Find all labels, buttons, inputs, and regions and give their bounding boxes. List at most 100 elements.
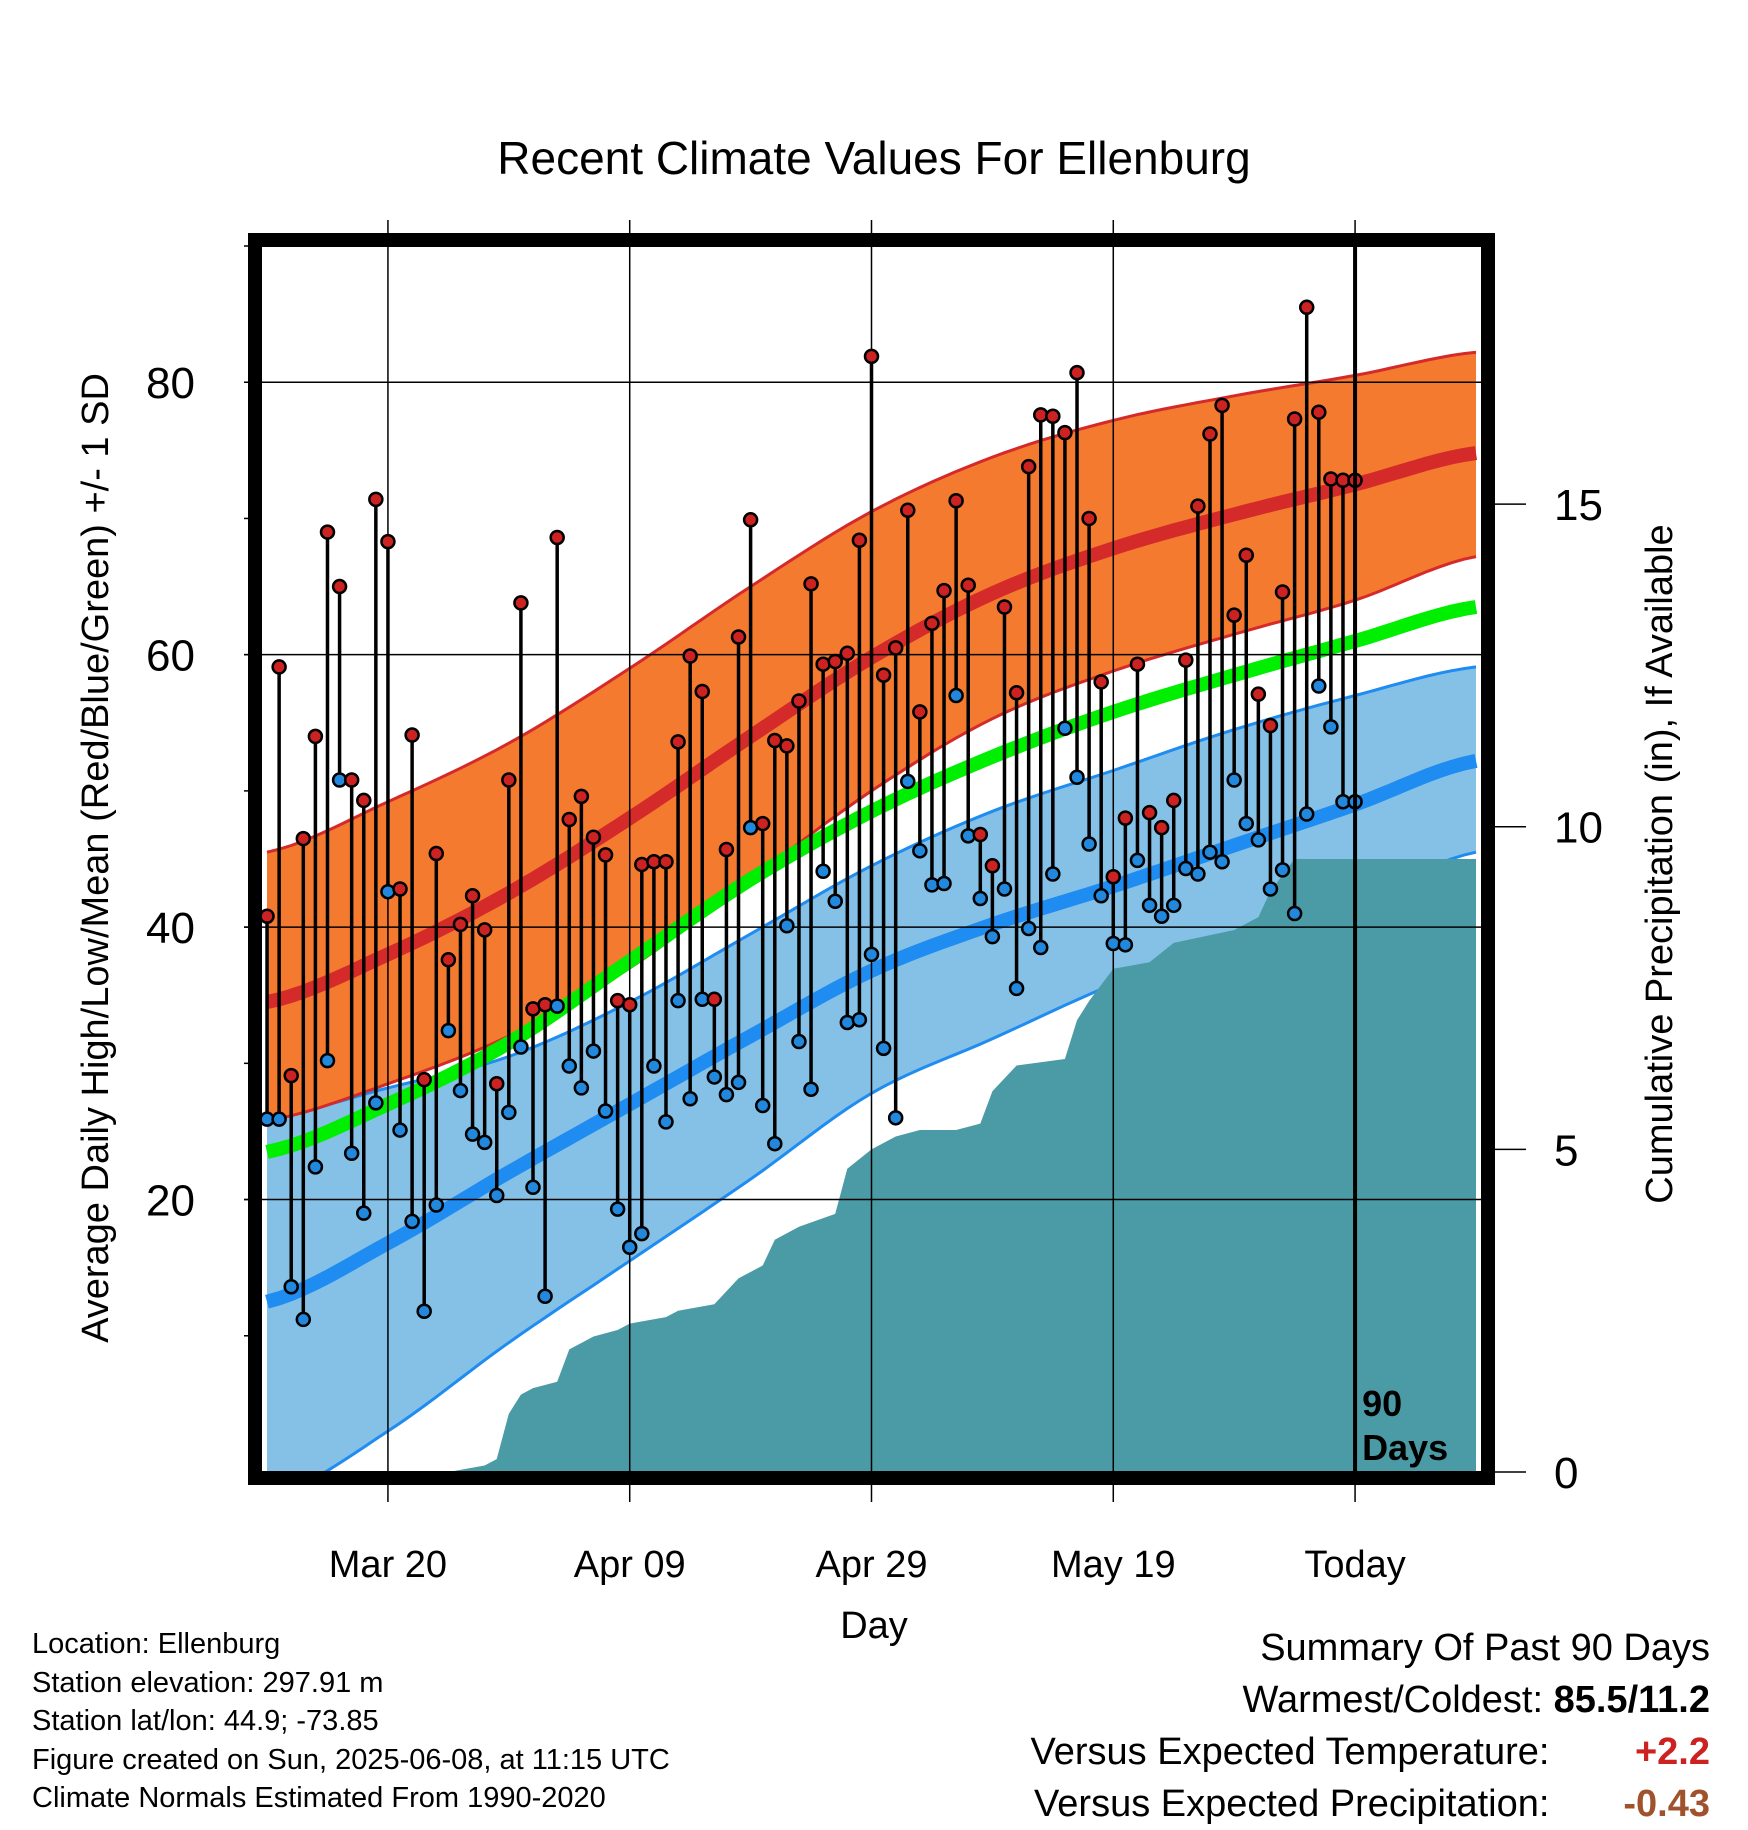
daily-high-point — [476, 922, 493, 938]
daily-low-point — [464, 1126, 481, 1142]
daily-low-point — [1250, 832, 1267, 848]
daily-high-point — [1020, 458, 1037, 475]
latlon-text: Station lat/lon: 44.9; -73.85 — [32, 1705, 379, 1737]
daily-low-point — [1214, 853, 1230, 870]
daily-low-point — [428, 1197, 445, 1213]
y-axis-label-left: Average Daily High/Low/Mean (Red/Blue/Gr… — [75, 373, 117, 1343]
daily-high-point — [356, 792, 372, 809]
daily-low-point — [343, 1145, 360, 1161]
daily-low-point — [791, 1033, 807, 1050]
daily-high-point — [585, 829, 602, 845]
daily-high-point — [1057, 424, 1073, 441]
x-axis-label: Day — [840, 1605, 908, 1647]
daily-low-point — [984, 928, 1001, 945]
daily-low-point — [718, 1086, 735, 1103]
created-text: Figure created on Sun, 2025-06-08, at 11… — [32, 1743, 670, 1776]
daily-low-point — [1311, 678, 1327, 694]
daily-low-point — [1069, 769, 1085, 786]
daily-high-point — [1117, 810, 1134, 826]
daily-high-point — [742, 512, 759, 528]
daily-high-point — [621, 997, 638, 1013]
daily-high-point — [996, 599, 1013, 615]
daily-high-point — [464, 888, 481, 904]
daily-low-point — [730, 1074, 747, 1091]
daily-low-point — [1323, 719, 1339, 735]
daily-low-point — [452, 1082, 469, 1099]
precip-anomaly-label: Versus Expected Precipitation: — [1034, 1783, 1550, 1825]
daily-low-point — [1226, 772, 1242, 788]
elevation-text: Station elevation: 297.91 m — [32, 1666, 384, 1699]
daily-low-point — [368, 1095, 384, 1111]
daily-low-point — [488, 1187, 505, 1204]
daily-high-point — [597, 847, 614, 863]
daily-low-point — [646, 1058, 662, 1074]
daily-high-point — [718, 841, 735, 858]
daily-high-point — [452, 916, 469, 933]
location-text: Location: Ellenburg — [32, 1628, 281, 1660]
daily-high-point — [960, 577, 976, 593]
temp-anomaly-label: Versus Expected Temperature: — [1030, 1731, 1550, 1773]
daily-low-point — [609, 1201, 626, 1217]
daily-low-point — [1274, 862, 1291, 878]
daily-high-point — [779, 738, 795, 754]
precip-anomaly-value: -0.43 — [1623, 1783, 1710, 1825]
daily-low-point — [1117, 937, 1134, 953]
daily-low-point — [839, 1014, 856, 1031]
daily-low-point — [271, 1111, 287, 1127]
daily-high-point — [1178, 652, 1194, 668]
y-tick-label-left: 60 — [146, 632, 195, 681]
daily-low-point — [996, 881, 1013, 897]
daily-high-point — [1214, 397, 1230, 414]
daily-high-point — [815, 656, 831, 672]
daily-high-point — [634, 856, 650, 873]
summary-title: Summary Of Past 90 Days — [1260, 1627, 1710, 1669]
daily-low-point — [863, 946, 880, 963]
daily-low-point — [1045, 866, 1061, 882]
daily-high-point — [271, 659, 287, 675]
daily-high-point — [1093, 674, 1109, 690]
daily-high-point — [368, 491, 384, 508]
daily-low-point — [1202, 844, 1218, 860]
daily-low-point — [295, 1311, 312, 1328]
warmest-coldest-value: 85.5/11.2 — [1553, 1679, 1710, 1721]
y-tick-label-left: 80 — [146, 359, 195, 408]
daily-low-point — [356, 1205, 372, 1221]
daily-high-point — [343, 772, 360, 788]
y-axis-label-right: Cumulative Precipitation (in), If Availa… — [1639, 524, 1681, 1203]
daily-high-point — [501, 772, 517, 788]
daily-high-point — [1262, 717, 1279, 734]
y-tick-label-right: 15 — [1554, 481, 1603, 530]
daily-low-point — [875, 1040, 892, 1057]
daily-low-point — [1081, 836, 1097, 852]
x-tick-label: Apr 09 — [574, 1544, 686, 1586]
daily-low-point — [1178, 860, 1194, 877]
daily-low-point — [1020, 920, 1037, 937]
daily-low-point — [621, 1239, 638, 1255]
y-tick-label-right: 5 — [1554, 1126, 1578, 1175]
daily-high-point — [1250, 686, 1267, 702]
daily-high-point — [428, 845, 445, 862]
plot-frame — [248, 233, 1495, 1485]
normals-text: Climate Normals Estimated From 1990-2020 — [32, 1782, 606, 1814]
daily-low-point — [283, 1278, 299, 1295]
daily-low-point — [1093, 888, 1109, 904]
daily-high-point — [754, 815, 771, 832]
daily-low-point — [1190, 866, 1206, 882]
daily-high-point — [1202, 426, 1218, 442]
daily-low-point — [670, 992, 686, 1009]
daily-high-point — [1298, 299, 1315, 316]
daily-high-point — [319, 524, 336, 540]
x-tick-label: Apr 29 — [816, 1544, 928, 1586]
daily-high-point — [1069, 364, 1085, 381]
daily-high-point — [851, 532, 868, 548]
daily-high-point — [936, 582, 952, 599]
warmest-coldest-label: Warmest/Coldest: — [1242, 1679, 1544, 1721]
daily-high-point — [912, 704, 928, 720]
daily-low-point — [440, 1022, 457, 1039]
daily-low-point — [476, 1134, 493, 1151]
daily-high-point — [1238, 547, 1255, 563]
y-tick-label-left: 40 — [146, 904, 195, 953]
daily-high-point — [972, 826, 989, 843]
daily-low-point — [972, 890, 989, 907]
